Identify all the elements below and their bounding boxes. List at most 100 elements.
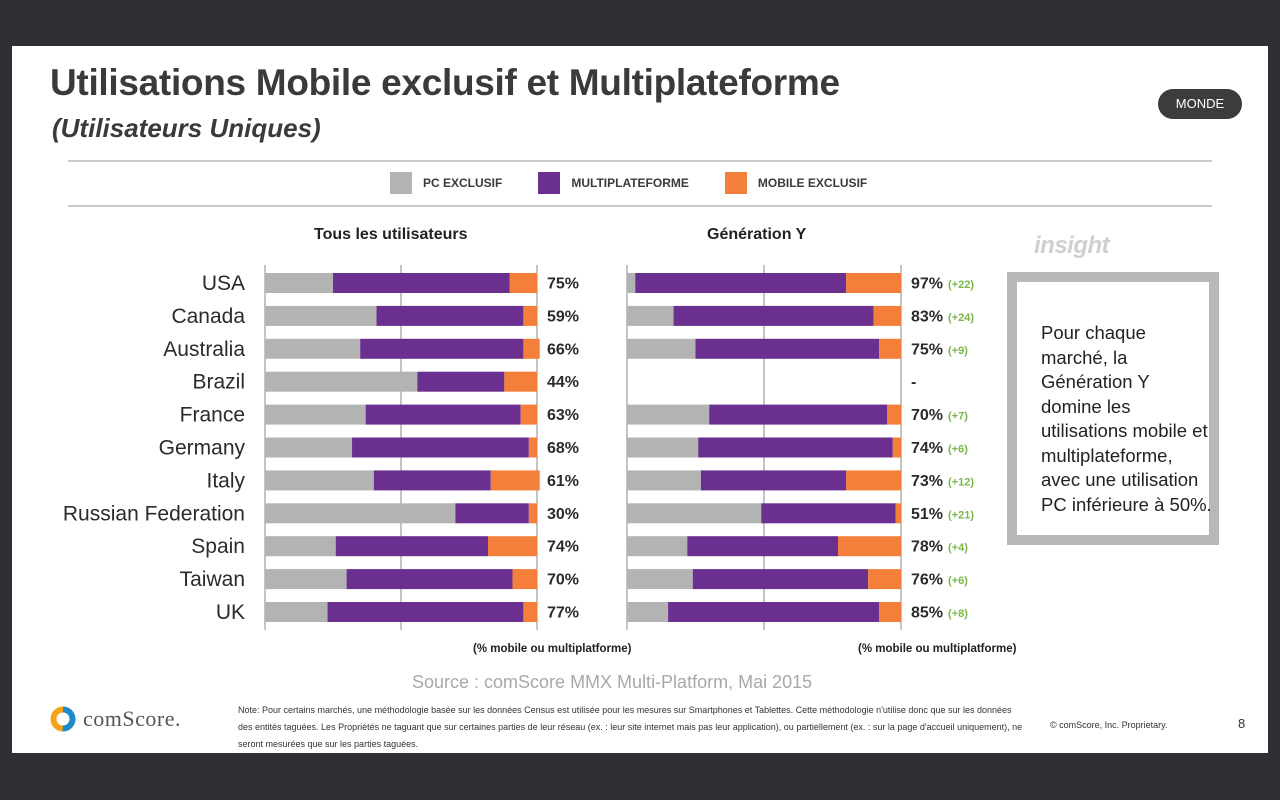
- bar-segment-generation-y-mobile-exclusif: [846, 273, 901, 293]
- bar-segment-all-users-multiplateforme: [455, 503, 529, 524]
- bar-segment-all-users-pc-exclusif: [265, 371, 418, 392]
- bar-segment-generation-y-mobile-exclusif: [887, 404, 901, 425]
- page-number: 8: [1238, 716, 1246, 731]
- value-label-all-users: 74%: [547, 539, 579, 556]
- bar-segment-generation-y-mobile-exclusif: [868, 569, 901, 590]
- bar-segment-all-users-pc-exclusif: [265, 569, 347, 590]
- value-label-generation-y: 73%: [911, 473, 943, 490]
- delta-label-generation-y: (+21): [948, 509, 974, 521]
- comscore-logo-text: comScore.: [83, 706, 181, 731]
- delta-label-generation-y: (+9): [948, 345, 968, 357]
- value-label-generation-y: 51%: [911, 506, 943, 523]
- bar-segment-all-users-multiplateforme: [365, 404, 521, 425]
- bar-segment-generation-y-pc-exclusif: [627, 404, 710, 425]
- value-label-all-users: 66%: [547, 341, 579, 358]
- bar-segment-generation-y-pc-exclusif: [627, 273, 636, 293]
- bar-segment-generation-y-multiplateforme: [635, 273, 847, 293]
- comscore-logo-icon: [50, 706, 76, 732]
- bar-segment-generation-y-mobile-exclusif: [879, 602, 901, 622]
- bar-segment-all-users-pc-exclusif: [265, 470, 374, 491]
- value-label-all-users: 68%: [547, 440, 579, 457]
- value-label-generation-y: 97%: [911, 276, 943, 293]
- country-label: USA: [202, 272, 245, 295]
- country-label: UK: [216, 601, 245, 624]
- bar-segment-generation-y-multiplateforme: [673, 305, 874, 326]
- bar-segment-all-users-pc-exclusif: [265, 536, 336, 557]
- legend-item-multi: MULTIPLATEFORME: [538, 172, 689, 194]
- value-label-generation-y: 76%: [911, 572, 943, 589]
- bar-segment-generation-y-multiplateforme: [692, 569, 869, 590]
- bar-segment-generation-y-mobile-exclusif: [895, 503, 901, 524]
- bar-segment-all-users-mobile-exclusif: [490, 470, 540, 491]
- methodology-note: Note: Pour certains marchés, une méthodo…: [238, 705, 1023, 749]
- value-label-generation-y: 78%: [911, 539, 943, 556]
- bar-segment-generation-y-mobile-exclusif: [846, 470, 901, 491]
- country-label: Germany: [159, 437, 246, 460]
- bar-segment-generation-y-pc-exclusif: [627, 569, 693, 590]
- bar-segment-generation-y-pc-exclusif: [627, 602, 669, 622]
- comscore-logo: comScore.: [50, 706, 181, 732]
- bar-segment-generation-y-pc-exclusif: [627, 470, 701, 491]
- bar-segment-all-users-multiplateforme: [346, 569, 513, 590]
- bar-segment-all-users-multiplateforme: [373, 470, 491, 491]
- bar-segment-generation-y-pc-exclusif: [627, 305, 674, 326]
- source-text: Source : comScore MMX Multi-Platform, Ma…: [412, 672, 813, 692]
- bar-segment-all-users-multiplateforme: [327, 602, 524, 622]
- value-label-all-users: 70%: [547, 572, 579, 589]
- legend-label-multi: MULTIPLATEFORME: [571, 176, 689, 190]
- value-label-all-users: 75%: [547, 276, 579, 293]
- delta-label-generation-y: (+6): [948, 444, 968, 456]
- legend-item-mobile: MOBILE EXCLUSIF: [724, 172, 867, 194]
- bar-segment-all-users-multiplateforme: [352, 437, 529, 458]
- legend-divider: [68, 205, 1212, 207]
- bar-segment-generation-y-multiplateforme: [668, 602, 880, 622]
- country-label: Taiwan: [180, 568, 245, 591]
- bar-segment-all-users-mobile-exclusif: [523, 602, 537, 622]
- legend-swatch-pc: [390, 172, 412, 194]
- delta-label-generation-y: (+6): [948, 575, 968, 587]
- value-label-generation-y: 75%: [911, 341, 943, 358]
- bar-segment-all-users-pc-exclusif: [265, 305, 377, 326]
- bar-segment-generation-y-multiplateforme: [687, 536, 838, 557]
- bar-segment-all-users-mobile-exclusif: [523, 338, 540, 359]
- bar-segment-all-users-multiplateforme: [376, 305, 524, 326]
- bar-segment-all-users-mobile-exclusif: [488, 536, 537, 557]
- bar-segment-generation-y-pc-exclusif: [627, 536, 688, 557]
- bar-segment-all-users-mobile-exclusif: [504, 371, 537, 392]
- panel-title-generation-y: Génération Y: [707, 226, 807, 243]
- value-label-generation-y: 74%: [911, 440, 943, 457]
- value-label-all-users: 30%: [547, 506, 579, 523]
- axis-caption-all-users: (% mobile ou multiplatforme): [473, 643, 632, 655]
- bar-segment-generation-y-multiplateforme: [695, 338, 880, 359]
- copyright: © comScore, Inc. Proprietary.: [1050, 720, 1168, 730]
- country-label: Russian Federation: [63, 502, 245, 525]
- insight-label: insight: [1034, 232, 1110, 259]
- country-label: Australia: [163, 338, 245, 361]
- delta-label-generation-y: (+22): [948, 279, 974, 291]
- bar-segment-generation-y-mobile-exclusif: [879, 338, 901, 359]
- chart-legend: PC EXCLUSIF MULTIPLATEFORME MOBILE EXCLU…: [390, 170, 903, 196]
- bar-segment-all-users-multiplateforme: [335, 536, 489, 557]
- legend-swatch-mobile: [724, 172, 747, 194]
- bar-segment-generation-y-pc-exclusif: [627, 338, 696, 359]
- panel-title-all-users: Tous les utilisateurs: [314, 226, 468, 243]
- page-subtitle: (Utilisateurs Uniques): [52, 113, 321, 143]
- bar-segment-all-users-multiplateforme: [417, 371, 505, 392]
- value-label-all-users: 61%: [547, 473, 579, 490]
- value-label-generation-y: 83%: [911, 308, 943, 325]
- bar-segment-generation-y-multiplateforme: [700, 470, 847, 491]
- bar-segment-generation-y-pc-exclusif: [627, 503, 762, 524]
- bar-segment-generation-y-multiplateforme: [698, 437, 893, 458]
- delta-label-generation-y: (+12): [948, 476, 974, 488]
- value-label-all-users: 63%: [547, 407, 579, 424]
- bar-segment-all-users-mobile-exclusif: [520, 404, 537, 425]
- bar-segment-generation-y-pc-exclusif: [627, 437, 699, 458]
- bar-segment-all-users-multiplateforme: [333, 273, 510, 293]
- bar-segment-all-users-mobile-exclusif: [528, 503, 537, 524]
- country-label: Canada: [171, 305, 245, 328]
- bar-segment-all-users-pc-exclusif: [265, 503, 456, 524]
- value-label-generation-y: -: [911, 374, 916, 391]
- page-title: Utilisations Mobile exclusif et Multipla…: [50, 62, 840, 103]
- bar-segment-all-users-multiplateforme: [360, 338, 524, 359]
- insight-box: Pour chaque marché, la Génération Y domi…: [1007, 272, 1219, 545]
